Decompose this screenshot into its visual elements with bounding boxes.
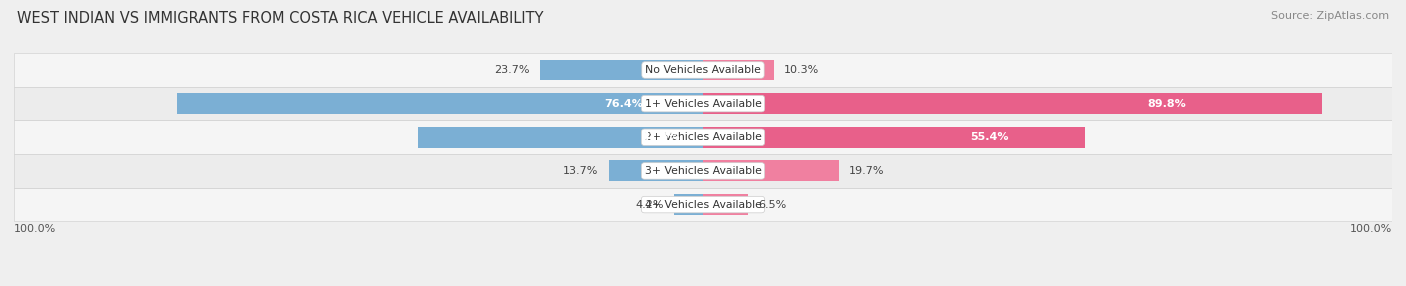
Bar (14, 87, 1392, 120)
Text: 55.4%: 55.4% (970, 132, 1008, 142)
Text: 6.5%: 6.5% (758, 200, 786, 210)
Text: 2+ Vehicles Available: 2+ Vehicles Available (644, 132, 762, 142)
Bar (14, 154, 1392, 188)
Bar (703, 194, 748, 215)
Text: 4+ Vehicles Available: 4+ Vehicles Available (644, 200, 762, 210)
Text: 19.7%: 19.7% (849, 166, 884, 176)
Text: 3+ Vehicles Available: 3+ Vehicles Available (644, 166, 762, 176)
Text: 4.2%: 4.2% (636, 200, 664, 210)
Bar (703, 93, 1322, 114)
Text: 41.3%: 41.3% (641, 132, 679, 142)
Bar (673, 194, 703, 215)
Bar (703, 59, 773, 80)
Text: 100.0%: 100.0% (14, 224, 56, 234)
Text: 1+ Vehicles Available: 1+ Vehicles Available (644, 99, 762, 109)
Text: 89.8%: 89.8% (1147, 99, 1187, 109)
Text: 23.7%: 23.7% (494, 65, 530, 75)
Text: 100.0%: 100.0% (1350, 224, 1392, 234)
Text: 10.3%: 10.3% (785, 65, 820, 75)
Bar (419, 127, 703, 148)
Bar (14, 188, 1392, 221)
Text: No Vehicles Available: No Vehicles Available (645, 65, 761, 75)
Text: 13.7%: 13.7% (562, 166, 599, 176)
Bar (177, 93, 703, 114)
Bar (14, 120, 1392, 154)
Text: 76.4%: 76.4% (605, 99, 644, 109)
Bar (609, 160, 703, 181)
Text: Source: ZipAtlas.com: Source: ZipAtlas.com (1271, 11, 1389, 21)
Bar (14, 53, 1392, 87)
Text: WEST INDIAN VS IMMIGRANTS FROM COSTA RICA VEHICLE AVAILABILITY: WEST INDIAN VS IMMIGRANTS FROM COSTA RIC… (17, 11, 543, 26)
Bar (540, 59, 703, 80)
Bar (703, 127, 1084, 148)
Bar (703, 160, 839, 181)
Legend: West Indian, Immigrants from Costa Rica: West Indian, Immigrants from Costa Rica (555, 284, 851, 286)
